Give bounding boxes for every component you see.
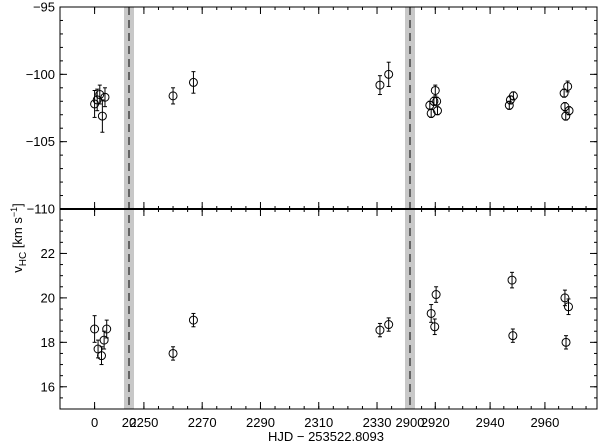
data-marker xyxy=(188,77,198,87)
y-axis-label: vHC [km s−1] xyxy=(9,203,29,273)
x-break-tick-label: 2900 xyxy=(396,415,425,430)
data-point-bottom xyxy=(188,312,198,328)
data-point-top xyxy=(188,71,198,94)
data-marker xyxy=(168,91,178,101)
data-points xyxy=(90,61,574,366)
data-marker xyxy=(97,351,107,361)
data-point-bottom xyxy=(561,335,571,350)
data-point-bottom xyxy=(507,271,517,289)
data-marker xyxy=(508,91,518,101)
data-marker xyxy=(432,106,442,116)
data-marker xyxy=(100,92,110,102)
data-point-top xyxy=(432,106,442,116)
x-tick-label: 2310 xyxy=(304,415,333,430)
data-point-bottom xyxy=(375,322,385,338)
y-tick-label: 16 xyxy=(41,379,55,394)
x-tick-label: 2940 xyxy=(476,415,505,430)
data-point-bottom xyxy=(99,330,109,350)
y-tick-label: 22 xyxy=(41,246,55,261)
chart-frames xyxy=(59,6,598,410)
data-point-top xyxy=(430,84,440,97)
x-tick-label: 2960 xyxy=(530,415,559,430)
data-marker xyxy=(563,81,573,91)
y-axis-label-unit-exponent: −1 xyxy=(9,207,19,217)
data-point-top xyxy=(504,100,514,110)
data-point-bottom xyxy=(508,328,518,343)
data-point-top xyxy=(168,87,178,105)
y-tick-label: 20 xyxy=(41,290,55,305)
data-marker xyxy=(508,331,518,341)
x-tick-label: 2330 xyxy=(363,415,392,430)
data-marker xyxy=(560,293,570,303)
data-point-top xyxy=(508,91,518,101)
y-tick-label: 18 xyxy=(41,335,55,350)
y-axis-label-unit-close: ] xyxy=(10,203,25,207)
y-axis-label-subscript: HC xyxy=(18,252,29,266)
data-marker xyxy=(102,324,112,334)
x-tick-label: 2290 xyxy=(246,415,275,430)
data-point-bottom xyxy=(563,298,573,316)
y-tick-label: −110 xyxy=(27,202,55,217)
data-marker xyxy=(504,100,514,110)
y-tick-label: −95 xyxy=(33,0,55,15)
data-point-top xyxy=(432,96,442,106)
data-marker xyxy=(507,275,517,285)
data-point-top xyxy=(561,111,571,121)
data-point-top xyxy=(100,87,110,108)
data-marker xyxy=(90,324,100,334)
data-point-bottom xyxy=(384,317,394,332)
data-point-bottom xyxy=(102,319,112,339)
data-marker xyxy=(561,337,571,347)
y-axis-label-main: v xyxy=(10,266,25,273)
data-marker xyxy=(168,348,178,358)
axis-ticks xyxy=(60,6,597,410)
data-marker xyxy=(432,96,442,106)
data-point-bottom xyxy=(168,346,178,361)
x-tick-label: 2250 xyxy=(129,415,158,430)
data-marker xyxy=(384,320,394,330)
data-point-bottom xyxy=(97,346,107,366)
data-marker xyxy=(99,335,109,345)
data-point-top xyxy=(426,108,436,118)
data-marker xyxy=(95,90,105,100)
tick-labels: −110 −105 −100 −95 16 18 20 22 0 2250 2270 2290 2310… xyxy=(26,0,560,430)
data-marker xyxy=(564,106,574,116)
data-marker xyxy=(97,111,107,121)
data-point-top xyxy=(563,80,573,93)
data-point-top xyxy=(97,99,107,133)
y-tick-label: −105 xyxy=(26,134,55,149)
data-point-top xyxy=(375,75,385,96)
data-marker xyxy=(426,108,436,118)
data-marker xyxy=(375,325,385,335)
data-point-top xyxy=(384,61,394,87)
data-marker xyxy=(561,111,571,121)
y-axis-label-unit: [km s xyxy=(10,217,25,252)
data-marker xyxy=(430,85,440,95)
data-point-top xyxy=(564,106,574,116)
data-marker xyxy=(430,322,440,332)
x-tick-label: 0 xyxy=(91,415,98,430)
data-marker xyxy=(429,96,439,106)
x-tick-label: 2920 xyxy=(421,415,450,430)
data-point-bottom xyxy=(431,286,441,303)
x-tick-label: 2270 xyxy=(188,415,217,430)
data-marker xyxy=(431,290,441,300)
data-marker xyxy=(188,315,198,325)
data-marker xyxy=(384,69,394,79)
x-break-tick-label: 20 xyxy=(122,415,136,430)
data-marker xyxy=(563,302,573,312)
data-point-top xyxy=(95,84,105,105)
data-point-bottom xyxy=(430,318,440,336)
data-marker xyxy=(375,80,385,90)
y-tick-label: −100 xyxy=(26,67,55,82)
x-axis-label: HJD − 253522.8093 xyxy=(268,429,384,444)
data-marker xyxy=(426,308,436,318)
data-point-bottom xyxy=(426,304,436,323)
data-point-bottom xyxy=(90,315,100,343)
